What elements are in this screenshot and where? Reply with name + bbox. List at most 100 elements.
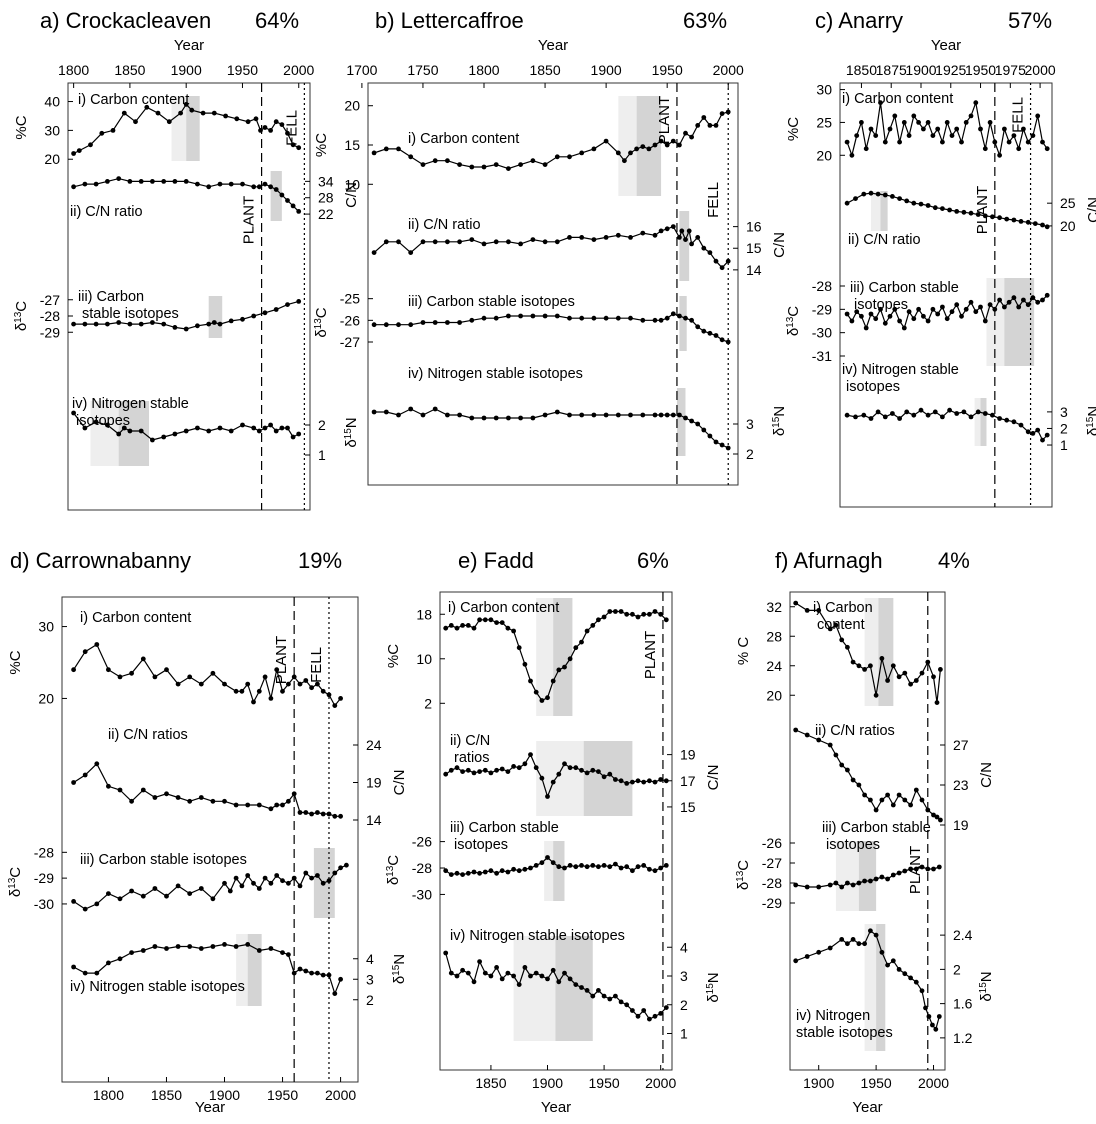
data-point <box>117 896 123 902</box>
data-point <box>408 406 414 412</box>
plant-label: PLANT <box>656 96 673 144</box>
data-point <box>613 861 618 867</box>
shaded-band <box>618 96 637 196</box>
data-point <box>320 811 326 817</box>
x-tick-label: 2000 <box>713 62 744 78</box>
data-point <box>280 878 285 884</box>
data-point <box>477 617 482 623</box>
x-axis-title: Year <box>541 1099 571 1116</box>
y-axis-title: C/N <box>343 182 360 208</box>
data-point <box>689 134 694 140</box>
series-label: ii) C/N ratio <box>70 204 143 220</box>
data-point <box>183 102 189 107</box>
data-point <box>286 681 291 687</box>
data-point <box>844 311 850 317</box>
data-point <box>658 1011 664 1016</box>
data-point <box>469 237 475 243</box>
data-point <box>228 318 234 324</box>
data-point <box>210 670 216 676</box>
data-point <box>187 891 193 896</box>
data-point <box>904 409 910 415</box>
data-point <box>262 875 268 881</box>
data-point <box>887 126 893 132</box>
data-point <box>1030 431 1036 436</box>
data-point <box>240 422 245 428</box>
data-point <box>522 965 528 970</box>
series-label: i) Carbon content <box>78 92 189 108</box>
data-point <box>918 201 924 207</box>
data-point <box>833 880 839 886</box>
data-point <box>554 239 560 245</box>
data-point <box>1025 139 1031 145</box>
data-point <box>862 667 867 672</box>
data-point <box>482 767 488 773</box>
data-point <box>166 119 172 125</box>
data-point <box>110 127 116 133</box>
data-point <box>1025 429 1031 435</box>
data-point <box>445 239 450 245</box>
data-point <box>607 771 613 777</box>
data-point <box>539 775 545 781</box>
data-point <box>338 865 343 871</box>
data-point <box>624 611 630 617</box>
data-point <box>925 412 931 418</box>
data-point <box>873 876 879 882</box>
data-point <box>528 678 533 684</box>
data-point <box>499 976 505 982</box>
series-label: ii) C/N ratios <box>450 733 490 766</box>
data-point <box>997 152 1002 158</box>
data-point <box>868 928 873 934</box>
y-tick-label: 16 <box>746 219 762 235</box>
data-point <box>371 250 377 256</box>
data-point <box>408 250 414 256</box>
data-point <box>839 937 845 942</box>
data-point <box>187 798 193 804</box>
data-point <box>652 609 658 614</box>
data-point <box>689 317 694 323</box>
data-point <box>253 116 259 122</box>
data-point <box>853 414 858 420</box>
data-point <box>448 767 454 773</box>
plot-frame <box>367 82 739 486</box>
data-point <box>505 970 511 976</box>
series-label: iv) Nitrogen stable isotopes <box>72 396 189 429</box>
data-point <box>152 944 158 949</box>
data-point <box>845 880 850 886</box>
data-point <box>833 622 839 628</box>
data-point <box>573 765 579 771</box>
chart-panel-e: e) Fadd 6% 1850 1900 1950 2000 Year 2 10 18 %C i) C… <box>385 548 723 1116</box>
x-tick-label: 1900 <box>209 1087 240 1103</box>
data-point <box>71 321 76 327</box>
data-point <box>256 688 262 694</box>
shaded-band <box>536 598 554 716</box>
data-point <box>152 886 158 891</box>
data-point <box>116 320 122 325</box>
data-point <box>908 681 913 687</box>
data-point <box>630 779 635 785</box>
data-point <box>469 164 475 170</box>
data-point <box>94 642 100 647</box>
data-point <box>622 158 627 164</box>
series-line <box>795 729 941 821</box>
data-point <box>286 880 291 886</box>
data-point <box>155 110 161 116</box>
y-tick-label: -30 <box>812 325 832 341</box>
y-tick-label: 10 <box>416 651 432 667</box>
data-point <box>683 315 688 321</box>
series-label: i) Carbon content <box>80 610 191 626</box>
data-point <box>683 415 688 421</box>
data-point <box>482 970 488 976</box>
data-point <box>1044 146 1050 152</box>
data-point <box>664 142 670 148</box>
data-point <box>873 692 879 698</box>
data-point <box>516 982 522 987</box>
data-point <box>471 979 477 985</box>
data-point <box>518 162 523 168</box>
data-point <box>164 893 169 899</box>
data-point <box>707 330 713 336</box>
data-point <box>707 250 713 256</box>
data-point <box>921 313 926 319</box>
x-tick-label: 1900 <box>905 62 936 78</box>
shaded-band <box>835 841 859 911</box>
data-point <box>567 154 572 160</box>
